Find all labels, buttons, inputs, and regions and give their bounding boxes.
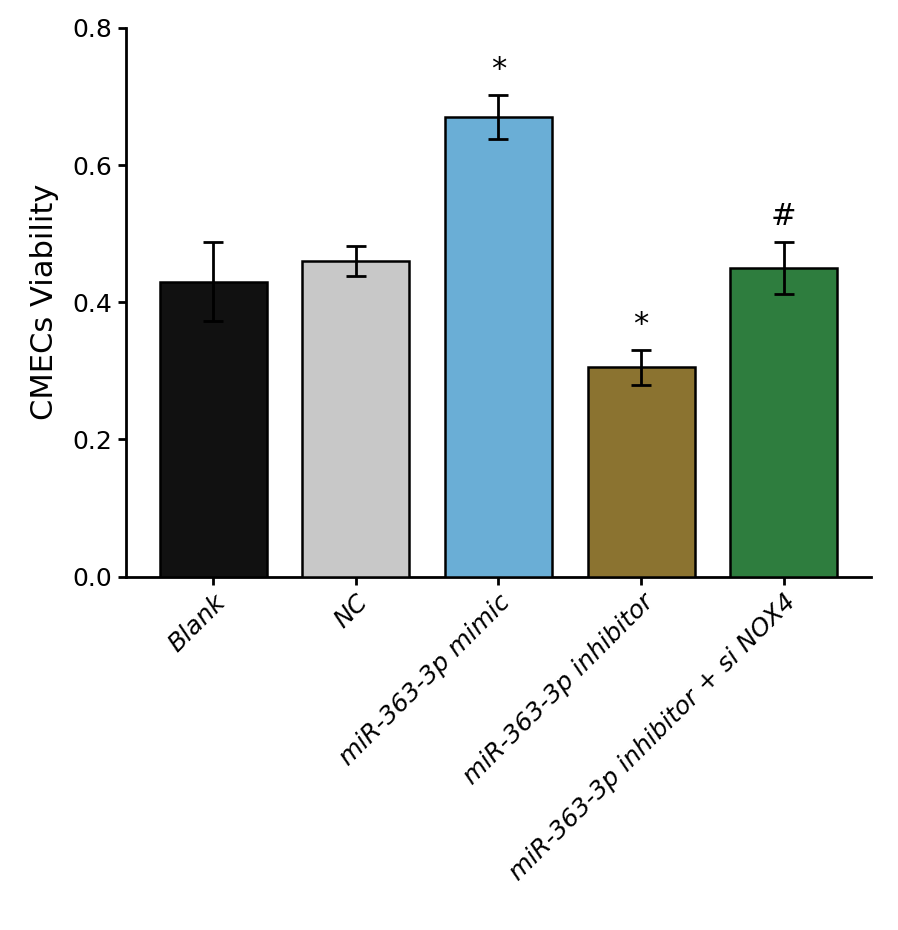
- Bar: [303, 261, 409, 577]
- Text: *: *: [491, 55, 506, 84]
- Bar: [730, 268, 837, 577]
- Text: *: *: [633, 311, 648, 339]
- Bar: [587, 367, 694, 577]
- Text: #: #: [770, 202, 797, 231]
- Bar: [445, 117, 552, 577]
- Bar: [160, 282, 267, 577]
- Y-axis label: CMECs Viability: CMECs Viability: [30, 184, 58, 420]
